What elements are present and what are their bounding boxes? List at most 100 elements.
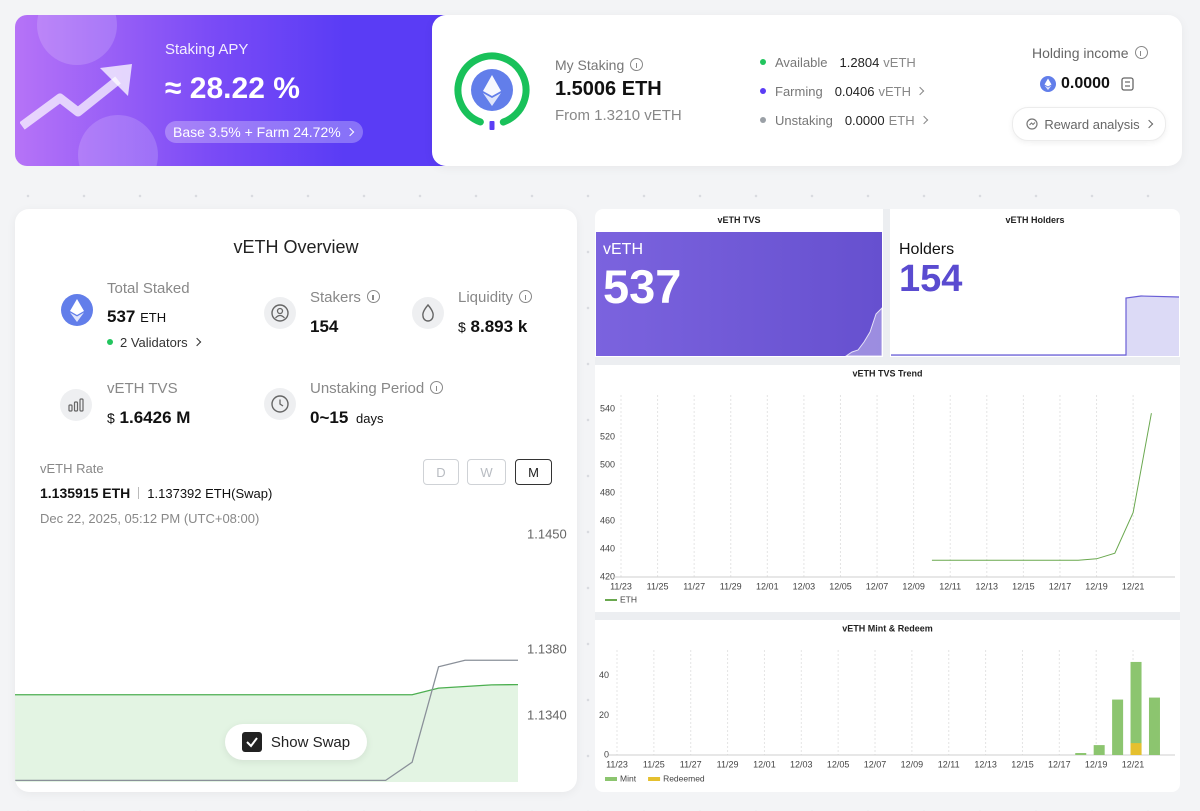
info-icon[interactable] bbox=[519, 290, 533, 303]
x-tick-label: 12/07 bbox=[864, 759, 887, 769]
stat-value: 0~15 bbox=[310, 408, 349, 427]
line bbox=[15, 659, 518, 782]
chevron bbox=[345, 127, 354, 137]
reward-analysis-label: Reward analysis bbox=[1044, 116, 1140, 132]
y-tick-label: 0 bbox=[604, 749, 609, 759]
stat-value: 8.893 bbox=[470, 317, 514, 336]
x-tick-label: 12/01 bbox=[756, 581, 779, 591]
stat-label: Stakers bbox=[310, 289, 361, 306]
x-tick-label: 12/03 bbox=[790, 759, 813, 769]
chevron bbox=[1144, 119, 1153, 129]
info-icon[interactable] bbox=[630, 58, 644, 71]
status-dot bbox=[760, 59, 766, 65]
chart-title: vETH TVS Trend bbox=[852, 368, 922, 378]
validators-link[interactable]: 2 Validators bbox=[107, 333, 201, 351]
y-tick-label: 40 bbox=[599, 670, 609, 680]
holding-income-label: Holding income bbox=[1032, 45, 1129, 61]
wallet-icon[interactable] bbox=[1121, 77, 1134, 91]
info-icon[interactable] bbox=[1134, 46, 1148, 59]
y-tick-label: 500 bbox=[600, 459, 615, 469]
tvs-card-value: 537 bbox=[603, 260, 682, 313]
overview-title: vETH Overview bbox=[233, 237, 359, 257]
info-icon[interactable] bbox=[366, 290, 380, 303]
rate-timestamp: Dec 22, 2025, 05:12 PM (UTC+08:00) bbox=[40, 511, 260, 526]
status-dot bbox=[760, 117, 766, 123]
x-tick-label: 12/21 bbox=[1122, 581, 1145, 591]
x-tick-label: 11/23 bbox=[610, 581, 632, 591]
stat-header: Stakers bbox=[310, 289, 380, 306]
y-tick-label: 1.1450 bbox=[527, 526, 567, 541]
x-tick-label: 12/19 bbox=[1085, 759, 1108, 769]
x-tick-label: 11/27 bbox=[680, 759, 702, 769]
line bbox=[15, 683, 519, 696]
apy-value: ≈ 28.22 % bbox=[165, 72, 300, 105]
legend-swatch bbox=[605, 777, 617, 781]
y-tick-label: 1.1340 bbox=[527, 708, 567, 723]
y-tick-label: 1.1380 bbox=[527, 642, 567, 657]
stat-label: Unstaking Period bbox=[310, 380, 425, 397]
item-value: 0.0406 bbox=[834, 83, 875, 99]
stat-value-row: $ 8.893 k bbox=[458, 317, 527, 337]
my-staking-label: My Staking bbox=[555, 57, 625, 73]
x-tick-label: 12/07 bbox=[866, 581, 889, 591]
apy-label: Staking APY bbox=[165, 41, 249, 58]
eth-icon bbox=[61, 294, 93, 326]
item-value: 0.0000 bbox=[844, 112, 885, 128]
trend-arrow-icon bbox=[20, 64, 132, 130]
tvs-icon bbox=[60, 389, 92, 421]
x-tick-label: 12/03 bbox=[793, 581, 816, 591]
stat-unit: k bbox=[517, 317, 528, 336]
stat-prefix: $ bbox=[107, 410, 115, 426]
legend-label: Mint bbox=[620, 773, 637, 783]
button-icon bbox=[1026, 118, 1038, 130]
apy-card bbox=[15, 15, 455, 166]
mint-tile bbox=[595, 620, 1180, 792]
stat-label: vETH TVS bbox=[107, 380, 178, 397]
liquidity-icon bbox=[412, 297, 444, 329]
stat-value: 537 bbox=[107, 307, 136, 326]
range-button[interactable]: M bbox=[515, 459, 552, 485]
item-unit: vETH bbox=[883, 54, 916, 70]
show-swap-toggle[interactable]: Show Swap bbox=[225, 724, 367, 760]
stat-unit: ETH bbox=[140, 310, 167, 325]
x-tick-label: 11/23 bbox=[606, 759, 628, 769]
status-dot bbox=[760, 88, 766, 94]
apy-breakdown-pill[interactable]: Base 3.5% + Farm 24.72% bbox=[165, 121, 363, 143]
y-tick-label: 20 bbox=[599, 710, 609, 720]
reward-analysis-button[interactable]: Reward analysis bbox=[1012, 107, 1166, 141]
range-button[interactable]: D bbox=[423, 459, 459, 485]
tvs-card bbox=[596, 232, 882, 356]
staking-item[interactable]: Farming 0.0406 vETH bbox=[760, 82, 925, 100]
chevron bbox=[919, 115, 928, 125]
my-staking-amount: 1.5006 ETH bbox=[555, 78, 662, 100]
legend-label: ETH bbox=[620, 594, 637, 604]
stat-unit: M bbox=[176, 408, 191, 427]
staking-item[interactable]: Unstaking 0.0000 ETH bbox=[760, 111, 928, 129]
x-tick-label: 12/13 bbox=[976, 581, 999, 591]
x-tick-label: 12/21 bbox=[1122, 759, 1145, 769]
bar bbox=[1093, 745, 1105, 755]
holding-income-header: Holding income bbox=[1032, 45, 1148, 61]
stat-unit: days bbox=[356, 411, 384, 426]
stat-header: Liquidity bbox=[458, 289, 533, 306]
x-tick-label: 12/05 bbox=[829, 581, 852, 591]
bar bbox=[1130, 743, 1142, 755]
tile-title: vETH Holders bbox=[1005, 215, 1065, 225]
eth-icon bbox=[1040, 76, 1056, 92]
holding-income-value: 0.0000 bbox=[1061, 75, 1110, 92]
separator bbox=[138, 487, 140, 499]
line bbox=[931, 413, 1152, 561]
chart-title: vETH Mint & Redeem bbox=[842, 623, 933, 633]
stat-value: 154 bbox=[310, 317, 339, 336]
range-button[interactable]: W bbox=[467, 459, 506, 485]
stat-value-row: 537 ETH bbox=[107, 307, 166, 327]
show-swap-label: Show Swap bbox=[270, 733, 351, 751]
checkbox bbox=[241, 732, 262, 752]
rate-value: 1.135915 ETH bbox=[40, 485, 131, 501]
info-icon[interactable] bbox=[430, 381, 444, 394]
item-label: Available bbox=[775, 54, 828, 70]
chevron bbox=[915, 86, 925, 96]
chevron bbox=[192, 337, 201, 347]
bar bbox=[1130, 661, 1142, 755]
